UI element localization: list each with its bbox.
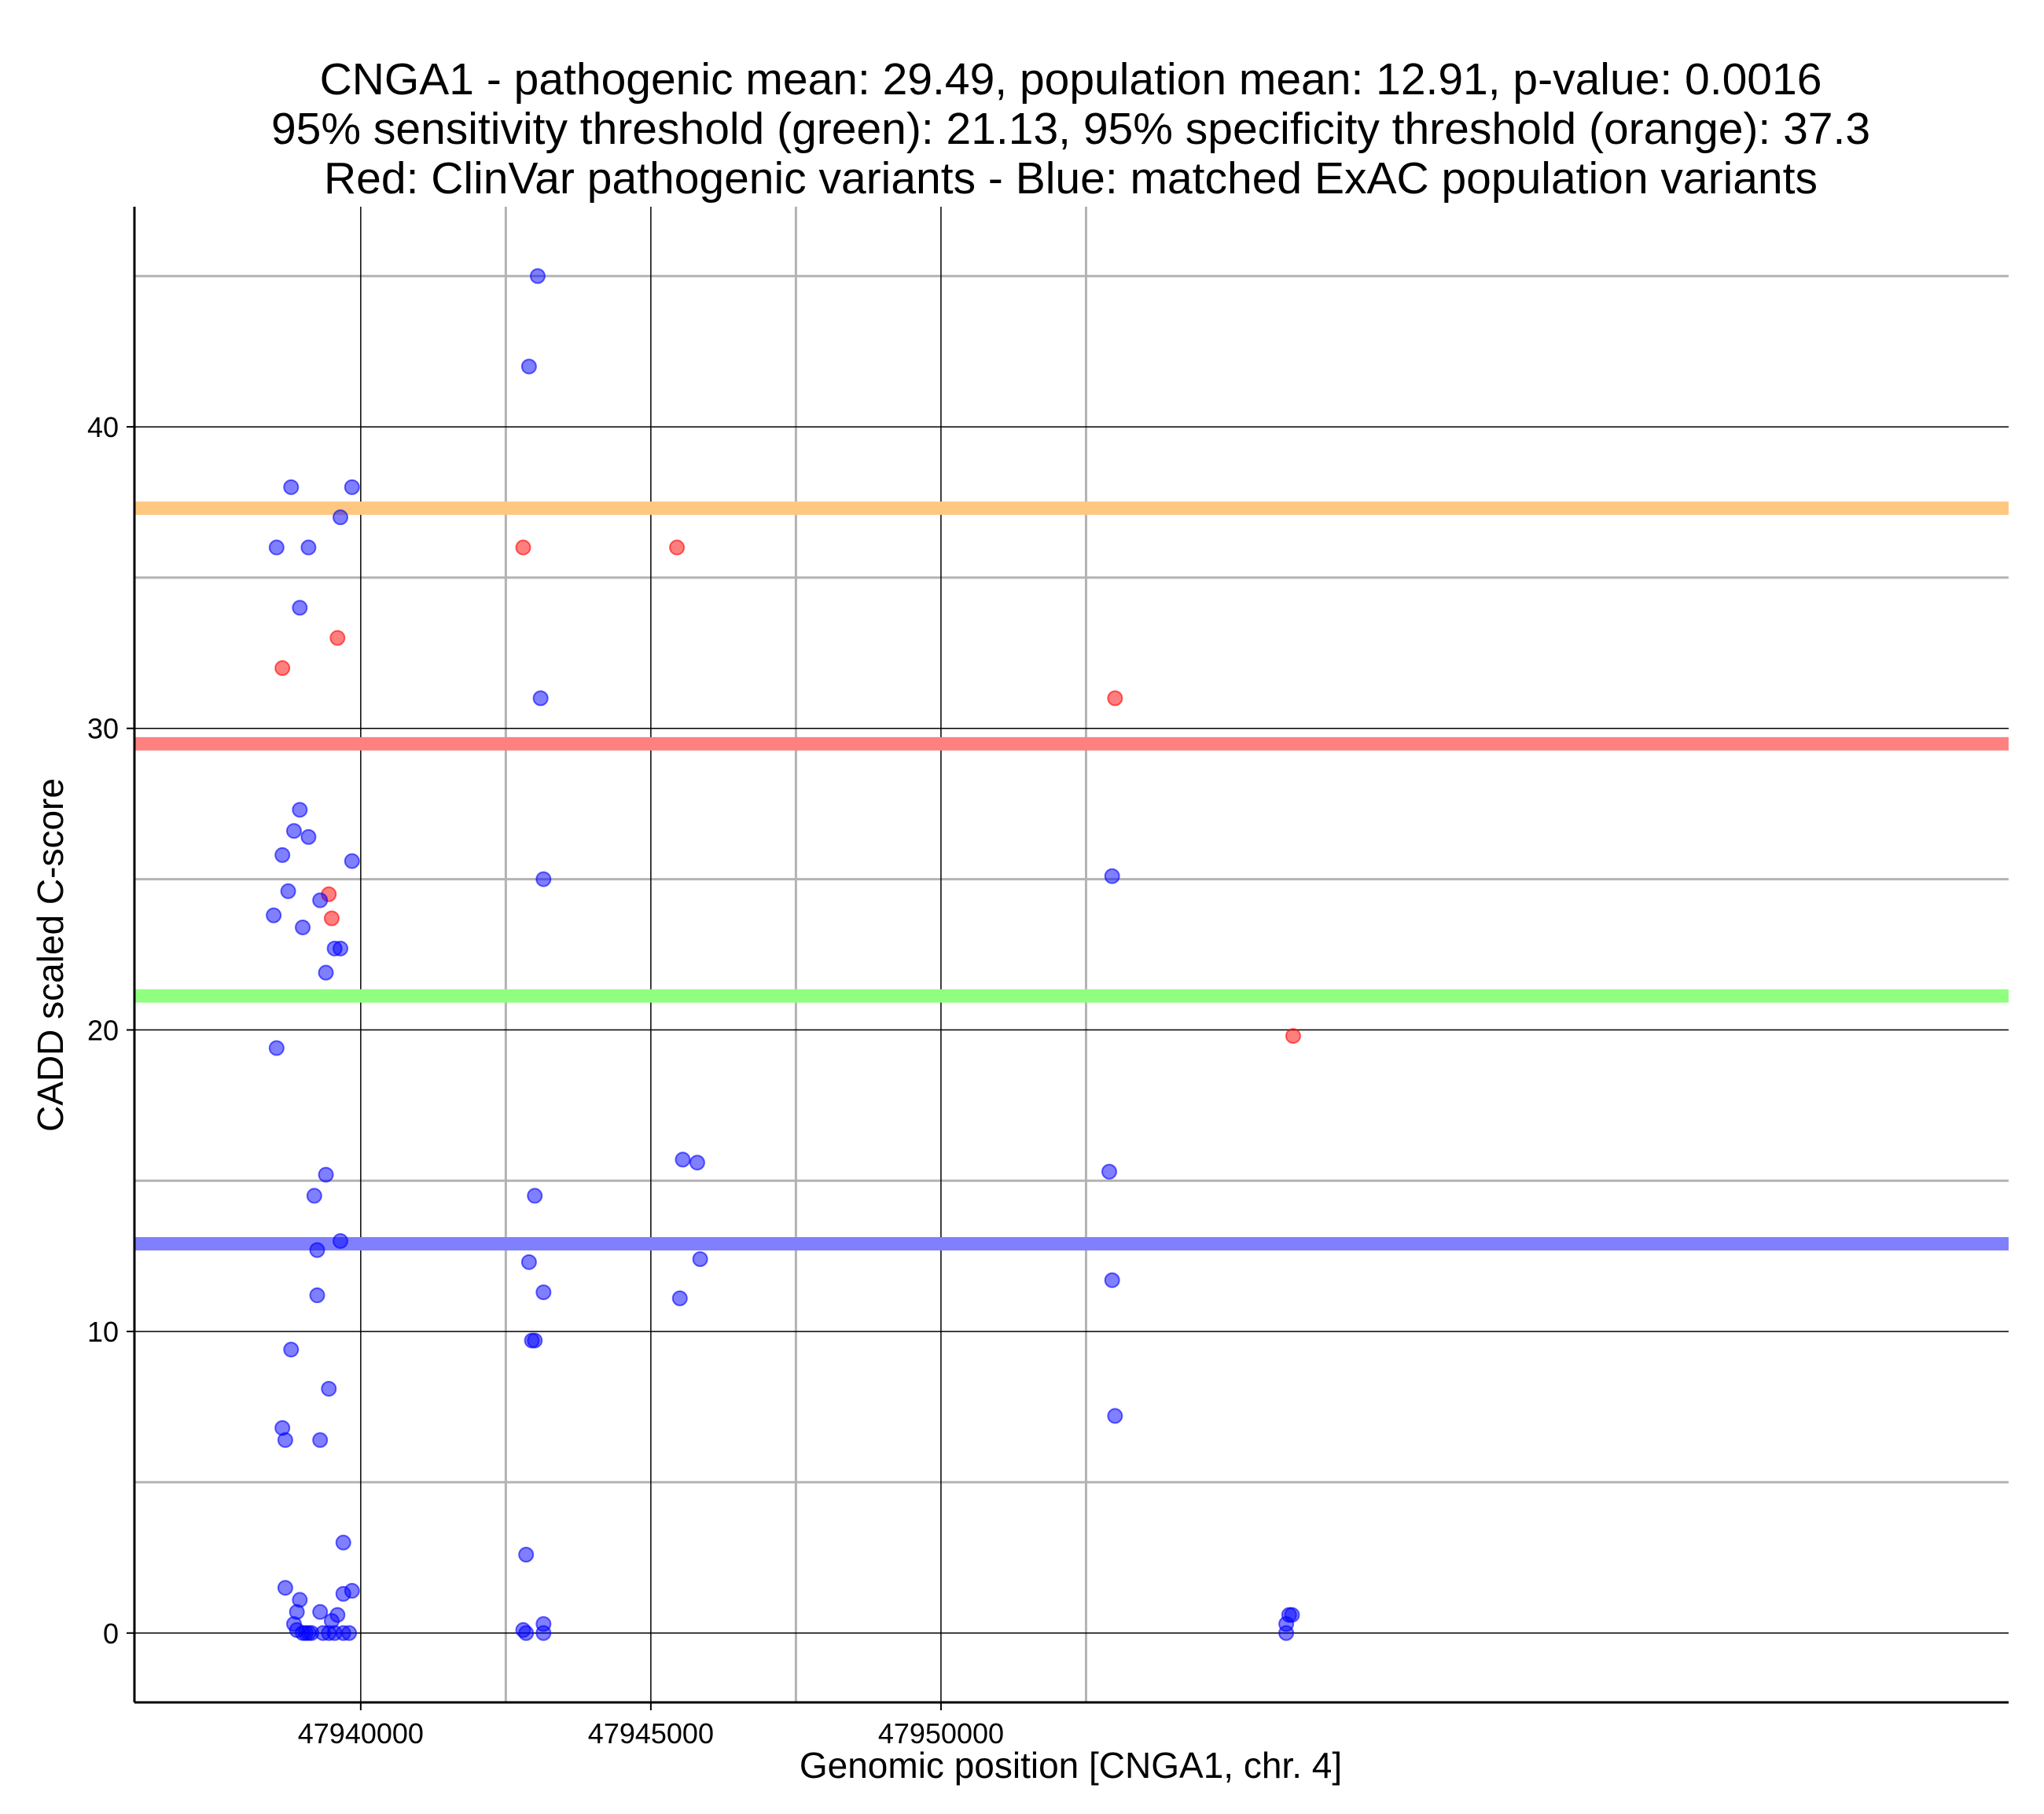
y-tick-label: 30 xyxy=(87,713,119,745)
population-variant-point xyxy=(344,853,360,869)
pathogenic-variant-point xyxy=(1107,690,1123,707)
population-variant-point xyxy=(535,1625,552,1641)
pathogenic-variant-point xyxy=(329,630,346,646)
population-variant-point xyxy=(1101,1163,1117,1180)
population-variant-point xyxy=(692,1251,708,1268)
chart-title: CNGA1 - pathogenic mean: 29.49, populati… xyxy=(271,54,1870,204)
population-variant-point xyxy=(535,871,552,887)
population-variant-point xyxy=(529,268,546,285)
population-variant-point xyxy=(520,1254,537,1270)
population-variant-point xyxy=(312,1432,329,1449)
population-variant-point xyxy=(312,1603,329,1620)
x-tick-label: 47940000 xyxy=(298,1717,424,1750)
population-variant-point xyxy=(535,1284,552,1301)
population-variant-point xyxy=(318,964,334,981)
population-variant-point xyxy=(268,1040,285,1056)
x-tick-label: 47945000 xyxy=(588,1717,714,1750)
data-points xyxy=(266,268,1301,1641)
pathogenic-variant-point xyxy=(515,539,531,556)
population-variant-point xyxy=(266,907,282,924)
population-variant-point xyxy=(1284,1607,1300,1623)
population-variant-point xyxy=(306,1188,322,1204)
title-line-1: CNGA1 - pathogenic mean: 29.49, populati… xyxy=(320,54,1822,105)
population-variant-point xyxy=(532,690,549,707)
y-tick-label: 20 xyxy=(87,1014,119,1046)
population-variant-point xyxy=(333,1232,349,1249)
y-tick-label: 10 xyxy=(87,1316,119,1348)
population-variant-point xyxy=(277,1432,293,1449)
population-variant-point xyxy=(274,846,291,863)
population-variant-point xyxy=(300,828,317,845)
population-variant-point xyxy=(268,539,285,556)
y-tick-label: 0 xyxy=(103,1618,119,1650)
population-variant-point xyxy=(527,1188,543,1204)
population-variant-point xyxy=(283,479,300,495)
title-line-3: Red: ClinVar pathogenic variants - Blue:… xyxy=(324,153,1818,204)
population-variant-point xyxy=(277,1580,293,1596)
y-axis-title: CADD scaled C-score xyxy=(30,778,71,1132)
population-variant-point xyxy=(309,1242,325,1258)
major-gridlines xyxy=(134,207,2009,1702)
population-variant-point xyxy=(675,1151,691,1168)
population-variant-point xyxy=(285,823,302,839)
population-variant-point xyxy=(1107,1408,1123,1424)
pathogenic-variant-point xyxy=(1285,1028,1301,1045)
y-axis-ticks: 0 10 20 30 40 xyxy=(87,411,134,1650)
minor-gridlines xyxy=(134,207,2009,1702)
population-variant-point xyxy=(300,539,317,556)
population-variant-point xyxy=(318,1166,334,1183)
population-variant-point xyxy=(292,600,308,616)
population-variant-point xyxy=(1104,868,1120,884)
pathogenic-variant-point xyxy=(323,910,340,927)
population-variant-point xyxy=(292,802,308,818)
title-line-2: 95% sensitivity threshold (green): 21.13… xyxy=(271,104,1870,154)
population-variant-point xyxy=(527,1332,543,1349)
population-variant-point xyxy=(280,883,296,899)
pathogenic-variant-point xyxy=(669,539,686,556)
population-variant-point xyxy=(321,1380,337,1397)
population-variant-point xyxy=(333,940,349,957)
population-variant-point xyxy=(341,1625,358,1641)
population-variant-point xyxy=(689,1155,705,1171)
pathogenic-variant-point xyxy=(274,660,291,677)
x-tick-label: 47950000 xyxy=(878,1717,1004,1750)
population-variant-point xyxy=(344,479,360,495)
population-variant-point xyxy=(520,358,537,375)
threshold-lines xyxy=(134,501,2009,1250)
population-variant-point xyxy=(309,1287,325,1304)
population-variant-point xyxy=(283,1342,300,1358)
population-variant-point xyxy=(1278,1625,1295,1641)
population-variant-point xyxy=(335,1585,351,1602)
population-variant-point xyxy=(671,1290,688,1306)
population-variant-point xyxy=(518,1625,535,1641)
population-variant-point xyxy=(518,1547,535,1563)
y-tick-label: 40 xyxy=(87,411,119,443)
x-axis-ticks: 47940000 47945000 47950000 xyxy=(298,1702,1004,1750)
population-variant-point xyxy=(312,892,329,909)
population-variant-point xyxy=(335,1534,351,1551)
population-variant-point xyxy=(333,509,349,526)
axes xyxy=(133,207,2009,1704)
x-axis-title: Genomic position [CNGA1, chr. 4] xyxy=(800,1745,1342,1786)
population-variant-point xyxy=(1104,1272,1120,1288)
population-variant-point xyxy=(295,919,311,935)
